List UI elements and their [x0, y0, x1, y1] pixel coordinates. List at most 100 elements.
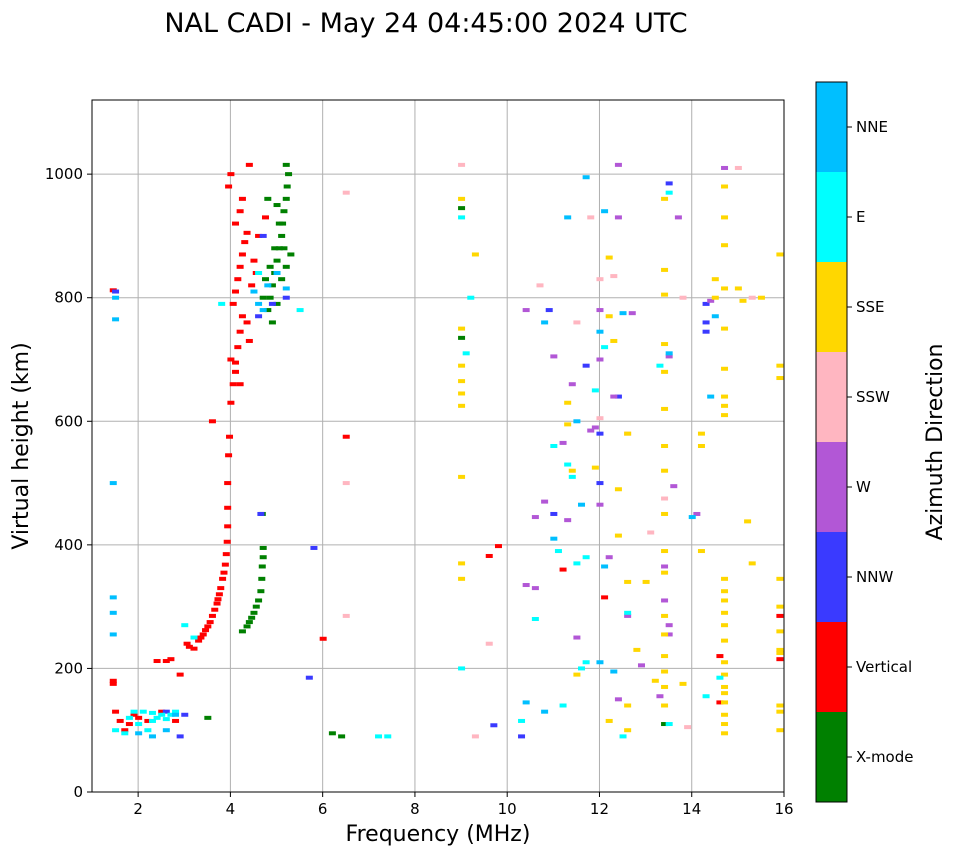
- data-point: [121, 728, 129, 733]
- data-point: [109, 678, 117, 683]
- data-point: [568, 468, 576, 473]
- data-point: [679, 295, 687, 300]
- data-point: [518, 718, 526, 723]
- data-point: [227, 172, 235, 177]
- data-point: [112, 289, 120, 294]
- data-point: [721, 413, 729, 418]
- data-point: [619, 734, 627, 739]
- data-point: [219, 576, 227, 581]
- data-point: [255, 301, 263, 306]
- data-point: [734, 286, 742, 291]
- data-point: [208, 613, 216, 618]
- data-point: [776, 576, 784, 581]
- colorbar-segment: [816, 262, 847, 352]
- data-point: [559, 440, 567, 445]
- data-point: [217, 586, 225, 591]
- data-point: [582, 363, 590, 368]
- data-point: [559, 567, 567, 572]
- data-point: [610, 274, 618, 279]
- colorbar-segment: [816, 712, 847, 802]
- data-point: [661, 669, 669, 674]
- data-point: [112, 317, 120, 322]
- data-point: [596, 329, 604, 334]
- data-point: [232, 289, 240, 294]
- data-point: [494, 544, 502, 549]
- data-point: [776, 376, 784, 381]
- data-point: [238, 252, 246, 257]
- data-point: [661, 342, 669, 347]
- data-point: [250, 258, 258, 263]
- data-point: [221, 562, 229, 567]
- data-point: [522, 308, 530, 313]
- data-point: [208, 419, 216, 424]
- data-point: [721, 722, 729, 727]
- data-point: [776, 363, 784, 368]
- data-point: [130, 709, 138, 714]
- data-point: [282, 162, 290, 167]
- data-point: [130, 712, 138, 717]
- colorbar-segment: [816, 352, 847, 442]
- data-point: [697, 431, 705, 436]
- data-point: [375, 734, 383, 739]
- data-point: [550, 354, 558, 359]
- data-point: [614, 697, 622, 702]
- data-point: [601, 595, 609, 600]
- data-point: [264, 308, 272, 313]
- data-point: [721, 638, 729, 643]
- data-point: [259, 308, 267, 313]
- data-point: [610, 338, 618, 343]
- data-point: [776, 728, 784, 733]
- data-point: [144, 718, 152, 723]
- data-point: [748, 295, 756, 300]
- data-point: [328, 731, 336, 736]
- data-point: [458, 215, 466, 220]
- data-point: [121, 731, 129, 736]
- data-point: [776, 604, 784, 609]
- data-point: [596, 277, 604, 282]
- data-point: [601, 209, 609, 214]
- data-point: [338, 734, 346, 739]
- data-point: [232, 369, 240, 374]
- data-point: [702, 329, 710, 334]
- data-point: [624, 431, 632, 436]
- data-point: [679, 681, 687, 686]
- colorbar-segment: [816, 82, 847, 172]
- data-point: [637, 663, 645, 668]
- data-point: [693, 511, 701, 516]
- data-point: [255, 233, 263, 238]
- colorbar-title: Azimuth Direction: [923, 343, 948, 540]
- data-point: [587, 215, 595, 220]
- data-point: [148, 710, 156, 715]
- data-point: [485, 641, 493, 646]
- data-point: [258, 564, 266, 569]
- data-point: [264, 283, 272, 288]
- data-point: [665, 623, 673, 628]
- data-point: [601, 345, 609, 350]
- data-point: [665, 632, 673, 637]
- data-point: [226, 434, 234, 439]
- series-nnw: [112, 181, 710, 739]
- y-axis-label: Virtual height (km): [9, 342, 34, 549]
- data-point: [280, 209, 288, 214]
- data-point: [458, 326, 466, 331]
- data-point: [550, 536, 558, 541]
- colorbar-label: SSW: [856, 388, 890, 406]
- data-point: [176, 734, 184, 739]
- data-point: [342, 434, 350, 439]
- data-point: [624, 728, 632, 733]
- data-point: [183, 641, 191, 646]
- data-point: [185, 644, 193, 649]
- data-point: [628, 311, 636, 316]
- data-point: [619, 311, 627, 316]
- data-point: [215, 592, 223, 597]
- data-point: [614, 162, 622, 167]
- data-point: [591, 388, 599, 393]
- data-point: [550, 511, 558, 516]
- data-point: [596, 416, 604, 421]
- data-point: [661, 196, 669, 201]
- data-point: [776, 613, 784, 618]
- data-point: [541, 499, 549, 504]
- data-point: [268, 301, 276, 306]
- data-point: [711, 277, 719, 282]
